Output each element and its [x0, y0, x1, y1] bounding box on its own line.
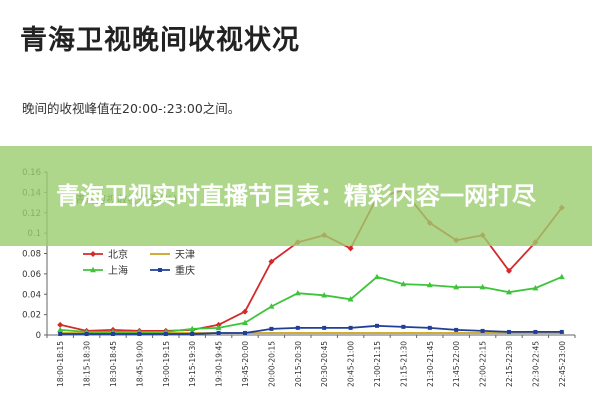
data-point-beijing [57, 321, 64, 328]
banner-overlay: 青海卫视实时直播节目表：精彩内容一网打尽 [0, 146, 592, 246]
x-tick-label: 20:00-20:15 [267, 341, 276, 387]
data-point-chongqing [163, 331, 168, 336]
x-tick-label: 20:15-20:30 [294, 341, 303, 387]
data-point-shanghai [453, 283, 460, 290]
x-tick-label: 18:00-18:15 [56, 341, 65, 387]
x-tick-label: 20:30-20:45 [320, 341, 329, 387]
x-tick-label: 21:00-21:15 [373, 341, 382, 387]
data-point-chongqing [401, 324, 406, 329]
banner-text: 青海卫视实时直播节目表：精彩内容一网打尽 [56, 182, 536, 210]
legend-marker [90, 251, 96, 257]
intro-text: 晚间的收视峰值在20:00-:23:00之间。 [22, 101, 241, 116]
x-tick-label: 20:45-21:00 [347, 341, 356, 387]
data-point-shanghai [479, 283, 486, 290]
data-point-shanghai [242, 319, 248, 325]
data-point-shanghai [294, 290, 301, 296]
x-tick-label: 22:15-22:30 [505, 341, 514, 387]
data-point-chongqing [295, 325, 300, 330]
data-point-beijing [506, 267, 512, 274]
legend-label: 天津 [175, 249, 195, 261]
data-point-shanghai [426, 281, 433, 288]
data-point-chongqing [454, 327, 459, 332]
data-point-chongqing [533, 329, 538, 334]
data-point-shanghai [558, 273, 565, 280]
x-tick-label: 22:45-23:00 [558, 341, 567, 387]
data-point-chongqing [427, 325, 432, 330]
data-point-chongqing [269, 326, 274, 331]
x-tick-label: 22:30-22:45 [531, 341, 540, 387]
data-point-chongqing [375, 323, 379, 328]
data-point-shanghai [400, 280, 407, 287]
data-point-chongqing [348, 325, 353, 330]
series-line-3 [60, 324, 562, 335]
data-point-chongqing [322, 325, 327, 330]
x-tick-label: 22:00-22:15 [479, 341, 488, 387]
x-tick-label: 18:45-19:00 [135, 341, 144, 387]
data-point-beijing [268, 258, 275, 265]
x-tick-label: 21:45-22:00 [452, 341, 461, 387]
legend-marker [158, 268, 162, 272]
y-tick-label: 0.06 [22, 270, 41, 280]
data-point-chongqing [58, 331, 63, 336]
data-point-shanghai [215, 324, 222, 331]
data-point-beijing [242, 308, 248, 315]
data-point-chongqing [111, 331, 115, 336]
data-point-chongqing [137, 331, 142, 336]
data-point-shanghai [189, 325, 196, 332]
data-point-chongqing [507, 329, 511, 334]
data-point-chongqing [84, 331, 89, 336]
data-point-chongqing [216, 330, 221, 335]
data-point-shanghai [506, 289, 512, 295]
legend-label: 上海 [108, 264, 128, 277]
x-tick-label: 19:30-19:45 [215, 341, 224, 387]
y-tick-label: 0.08 [22, 250, 41, 260]
data-point-beijing [347, 245, 354, 252]
x-tick-label: 18:15-18:30 [83, 341, 92, 387]
data-point-shanghai [268, 303, 275, 309]
page-title: 青海卫视晚间收视状况 [20, 25, 300, 56]
legend-label: 重庆 [175, 264, 195, 277]
x-tick-label: 19:15-19:30 [188, 341, 197, 387]
data-point-shanghai [374, 273, 380, 280]
y-tick-label: 0 [36, 331, 41, 341]
y-tick-label: 0.04 [22, 290, 41, 300]
legend-marker [90, 266, 96, 273]
data-point-shanghai [321, 292, 328, 298]
data-point-chongqing [559, 329, 564, 334]
data-point-chongqing [480, 328, 485, 333]
series-line-2 [60, 275, 563, 333]
x-tick-label: 18:30-18:45 [109, 341, 118, 387]
data-point-shanghai [532, 284, 539, 291]
x-tick-label: 19:00-19:15 [162, 341, 171, 387]
x-tick-label: 19:45-20:00 [241, 341, 250, 387]
data-point-shanghai [57, 326, 64, 333]
data-point-shanghai [347, 296, 354, 302]
x-tick-label: 21:30-21:45 [426, 341, 435, 387]
data-point-chongqing [243, 330, 247, 335]
legend-label: 北京 [108, 248, 128, 261]
data-point-chongqing [190, 331, 195, 336]
y-tick-label: 0.02 [22, 311, 41, 321]
x-tick-label: 21:15-21:30 [399, 341, 408, 387]
